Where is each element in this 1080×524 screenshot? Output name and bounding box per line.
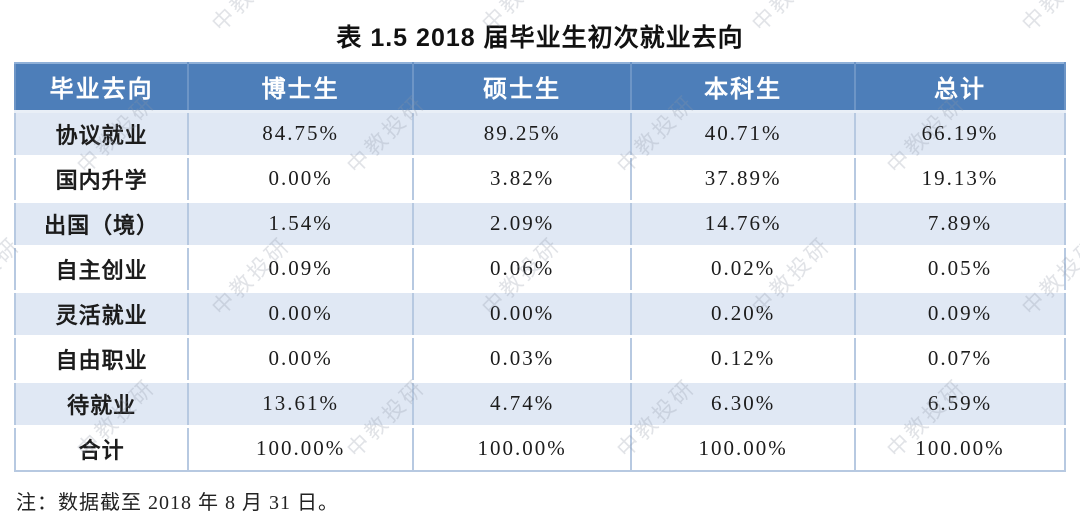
col-header-undergraduate: 本科生 bbox=[630, 62, 856, 113]
col-header-master: 硕士生 bbox=[411, 62, 633, 113]
value-cell: 0.09% bbox=[853, 289, 1067, 338]
value-cell: 40.71% bbox=[630, 109, 856, 158]
value-cell: 0.02% bbox=[630, 244, 856, 293]
table-row: 协议就业 84.75% 89.25% 40.71% 66.19% bbox=[13, 109, 1067, 158]
value-cell: 0.07% bbox=[853, 334, 1067, 383]
value-cell: 4.74% bbox=[411, 379, 633, 428]
value-cell: 0.03% bbox=[411, 334, 633, 383]
employment-destination-table: 毕业去向 博士生 硕士生 本科生 总计 协议就业 84.75% 89.25% 4… bbox=[13, 62, 1067, 472]
row-label: 灵活就业 bbox=[13, 289, 190, 338]
value-cell: 66.19% bbox=[853, 109, 1067, 158]
value-cell: 0.20% bbox=[630, 289, 856, 338]
table-row: 国内升学 0.00% 3.82% 37.89% 19.13% bbox=[13, 154, 1067, 203]
table-row: 自由职业 0.00% 0.03% 0.12% 0.07% bbox=[13, 334, 1067, 383]
value-cell: 0.09% bbox=[187, 244, 414, 293]
value-cell: 100.00% bbox=[630, 424, 856, 472]
value-cell: 2.09% bbox=[411, 199, 633, 248]
col-header-total: 总计 bbox=[853, 62, 1067, 113]
value-cell: 6.30% bbox=[630, 379, 856, 428]
value-cell: 37.89% bbox=[630, 154, 856, 203]
table-row: 待就业 13.61% 4.74% 6.30% 6.59% bbox=[13, 379, 1067, 428]
row-label: 自由职业 bbox=[13, 334, 190, 383]
value-cell: 6.59% bbox=[853, 379, 1067, 428]
value-cell: 0.00% bbox=[187, 154, 414, 203]
footnote: 注：数据截至 2018 年 8 月 31 日。 bbox=[16, 492, 339, 514]
value-cell: 84.75% bbox=[187, 109, 414, 158]
table-row: 合计 100.00% 100.00% 100.00% 100.00% bbox=[13, 424, 1067, 472]
value-cell: 0.00% bbox=[187, 289, 414, 338]
header-row: 毕业去向 博士生 硕士生 本科生 总计 bbox=[13, 62, 1067, 113]
col-header-destination: 毕业去向 bbox=[13, 62, 190, 113]
value-cell: 7.89% bbox=[853, 199, 1067, 248]
value-cell: 13.61% bbox=[187, 379, 414, 428]
table-row: 灵活就业 0.00% 0.00% 0.20% 0.09% bbox=[13, 289, 1067, 338]
row-label: 待就业 bbox=[13, 379, 190, 428]
table-title: 表 1.5 2018 届毕业生初次就业去向 bbox=[336, 24, 744, 52]
row-label: 出国（境） bbox=[13, 199, 190, 248]
value-cell: 14.76% bbox=[630, 199, 856, 248]
value-cell: 0.12% bbox=[630, 334, 856, 383]
table-row: 自主创业 0.09% 0.06% 0.02% 0.05% bbox=[13, 244, 1067, 293]
value-cell: 100.00% bbox=[187, 424, 414, 472]
value-cell: 0.00% bbox=[187, 334, 414, 383]
row-label: 合计 bbox=[13, 424, 190, 472]
row-label: 自主创业 bbox=[13, 244, 190, 293]
value-cell: 89.25% bbox=[411, 109, 633, 158]
value-cell: 1.54% bbox=[187, 199, 414, 248]
value-cell: 0.00% bbox=[411, 289, 633, 338]
table-row: 出国（境） 1.54% 2.09% 14.76% 7.89% bbox=[13, 199, 1067, 248]
value-cell: 100.00% bbox=[411, 424, 633, 472]
col-header-doctoral: 博士生 bbox=[187, 62, 414, 113]
value-cell: 0.06% bbox=[411, 244, 633, 293]
value-cell: 19.13% bbox=[853, 154, 1067, 203]
row-label: 国内升学 bbox=[13, 154, 190, 203]
value-cell: 0.05% bbox=[853, 244, 1067, 293]
row-label: 协议就业 bbox=[13, 109, 190, 158]
value-cell: 100.00% bbox=[853, 424, 1067, 472]
value-cell: 3.82% bbox=[411, 154, 633, 203]
